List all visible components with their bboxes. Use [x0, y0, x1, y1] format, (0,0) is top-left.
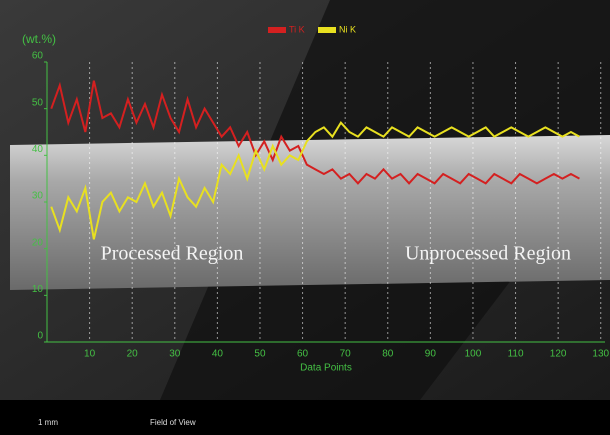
x-tick-label: 120	[550, 349, 567, 360]
x-tick-label: 80	[382, 349, 394, 360]
annotation: Processed Region	[101, 243, 244, 265]
x-tick-label: 50	[254, 349, 266, 360]
footer: Field of View	[150, 418, 196, 427]
y-tick-label: 60	[32, 51, 44, 62]
y-tick-label: 30	[32, 191, 44, 202]
chart: (wt.%) Data Points Processed Region Unpr…	[0, 0, 610, 430]
legend-swatch	[318, 27, 336, 33]
legend-label: Ti K	[289, 24, 305, 34]
y-tick-label: 10	[32, 284, 44, 295]
y-tick-label: 50	[32, 97, 44, 108]
page: (wt.%) Data Points Processed Region Unpr…	[0, 0, 610, 430]
x-tick-label: 20	[127, 349, 139, 360]
x-tick-label: 10	[84, 349, 96, 360]
x-tick-label: 130	[592, 349, 609, 360]
info-bar	[0, 400, 610, 430]
legend-swatch	[268, 27, 286, 33]
y-tick-label: 0	[37, 331, 43, 342]
x-tick-label: 100	[465, 349, 482, 360]
x-tick-label: 30	[169, 349, 181, 360]
scale-bar: 1 mm	[38, 418, 58, 427]
x-tick-label: 90	[425, 349, 437, 360]
y-tick-label: 40	[32, 144, 44, 155]
x-tick-label: 60	[297, 349, 309, 360]
legend-label: Ni K	[339, 24, 356, 34]
x-tick-label: 70	[340, 349, 352, 360]
x-tick-label: 40	[212, 349, 224, 360]
y-tick-label: 20	[32, 237, 44, 248]
x-tick-label: 110	[508, 349, 524, 360]
x-axis-label: Data Points	[300, 363, 352, 374]
y-axis-label: (wt.%)	[22, 32, 56, 46]
